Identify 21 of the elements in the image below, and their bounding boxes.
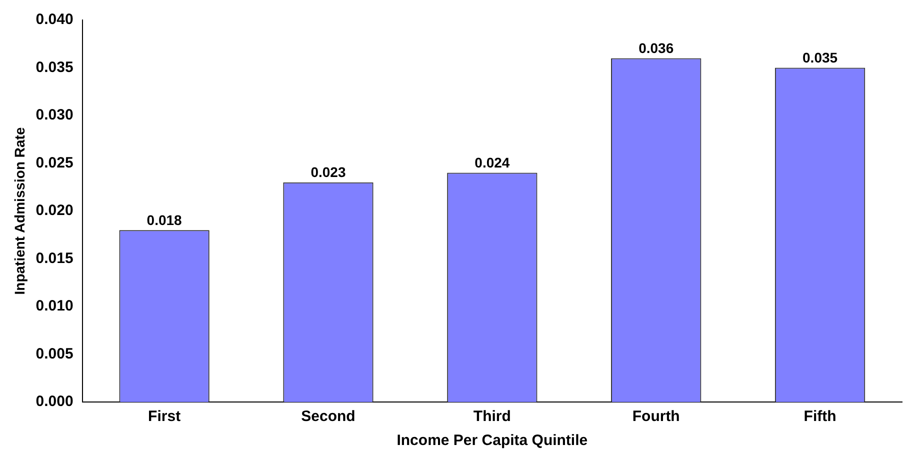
y-tick-label: 0.025 [36, 154, 74, 172]
x-tick-label: First [148, 408, 181, 426]
y-tick-label: 0.040 [36, 11, 74, 28]
x-tick-label: Third [473, 408, 511, 426]
y-tick-label: 0.020 [36, 202, 74, 220]
data-label: 0.023 [310, 164, 346, 180]
y-tick-label: 0.000 [36, 393, 74, 410]
y-tick-label: 0.010 [36, 298, 74, 315]
data-label: 0.035 [802, 50, 838, 66]
data-label: 0.036 [638, 40, 674, 56]
y-tick-label: 0.030 [36, 106, 74, 124]
y-axis-title: Inpatient Admission Rate [11, 127, 28, 295]
data-label: 0.024 [474, 154, 510, 171]
y-tick-label: 0.035 [36, 58, 74, 76]
y-tick-label: 0.015 [36, 250, 74, 267]
x-axis-title: Income Per Capita Quintile [396, 432, 588, 450]
y-tick-label: 0.005 [36, 345, 74, 362]
x-tick-label: Second [301, 408, 356, 426]
x-tick-label: Fifth [804, 408, 836, 426]
x-tick-label: Fourth [632, 408, 680, 426]
data-label: 0.018 [146, 212, 182, 228]
